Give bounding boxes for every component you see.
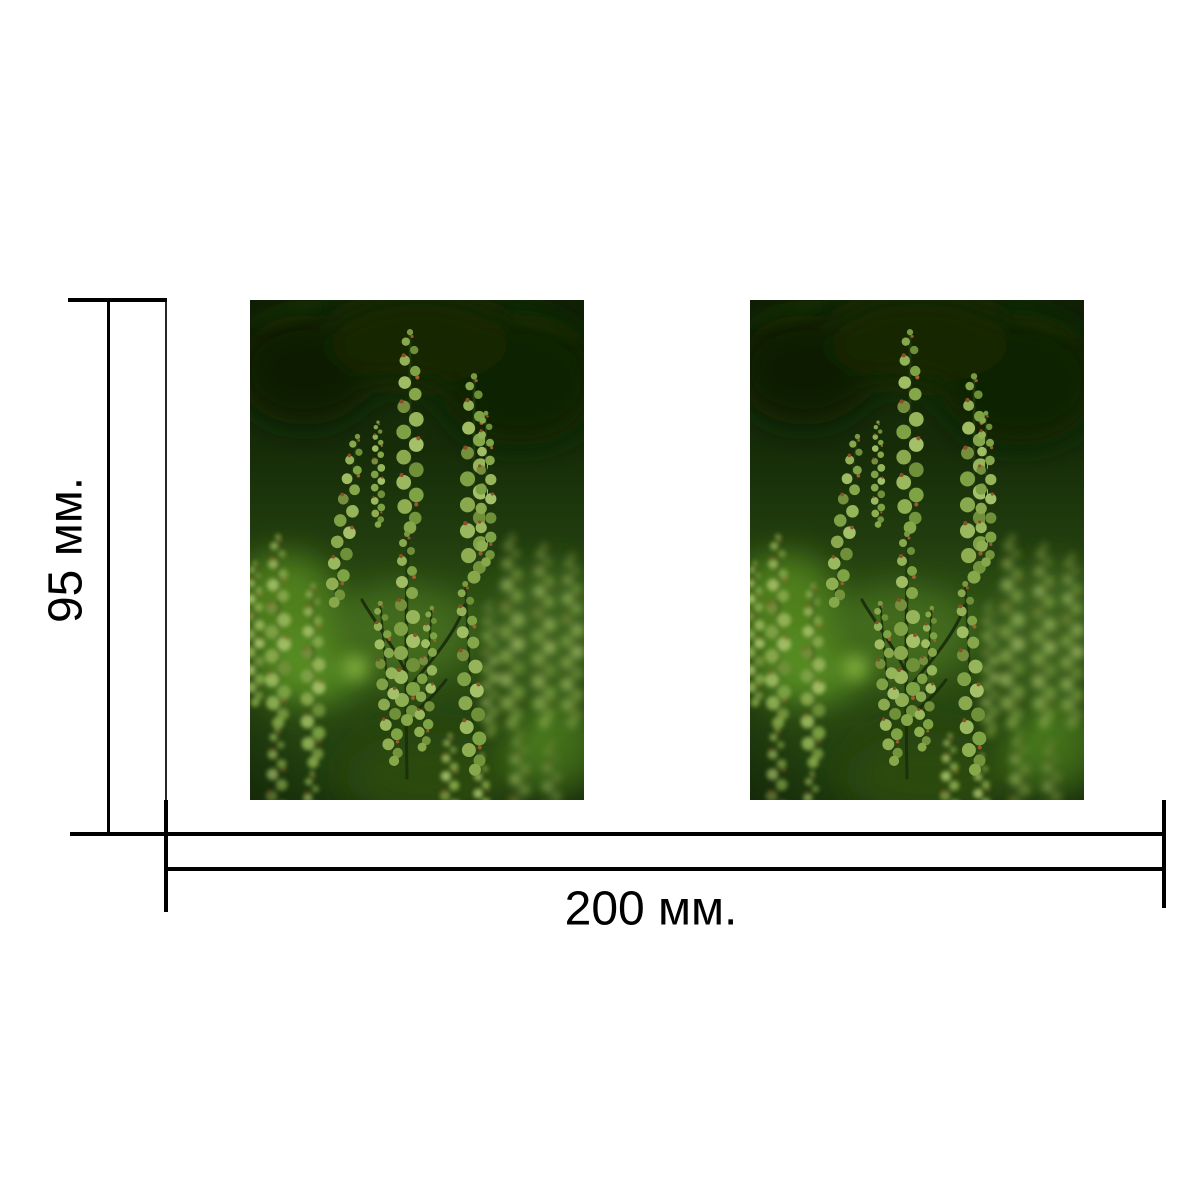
height-extension-line — [165, 300, 167, 832]
width-dimension-right-cap — [1162, 800, 1166, 908]
height-dimension-top-cap — [68, 298, 167, 302]
width-dimension-label: 200 мм. — [564, 882, 738, 936]
width-dimension-left-cap — [164, 800, 168, 912]
bottom-edge-line — [70, 832, 1164, 836]
height-dimension-line — [107, 300, 110, 834]
product-photo-right — [750, 300, 1084, 800]
height-dimension-label: 95 мм. — [39, 476, 93, 624]
width-dimension-line — [164, 867, 1166, 871]
product-photo-left — [250, 300, 584, 800]
